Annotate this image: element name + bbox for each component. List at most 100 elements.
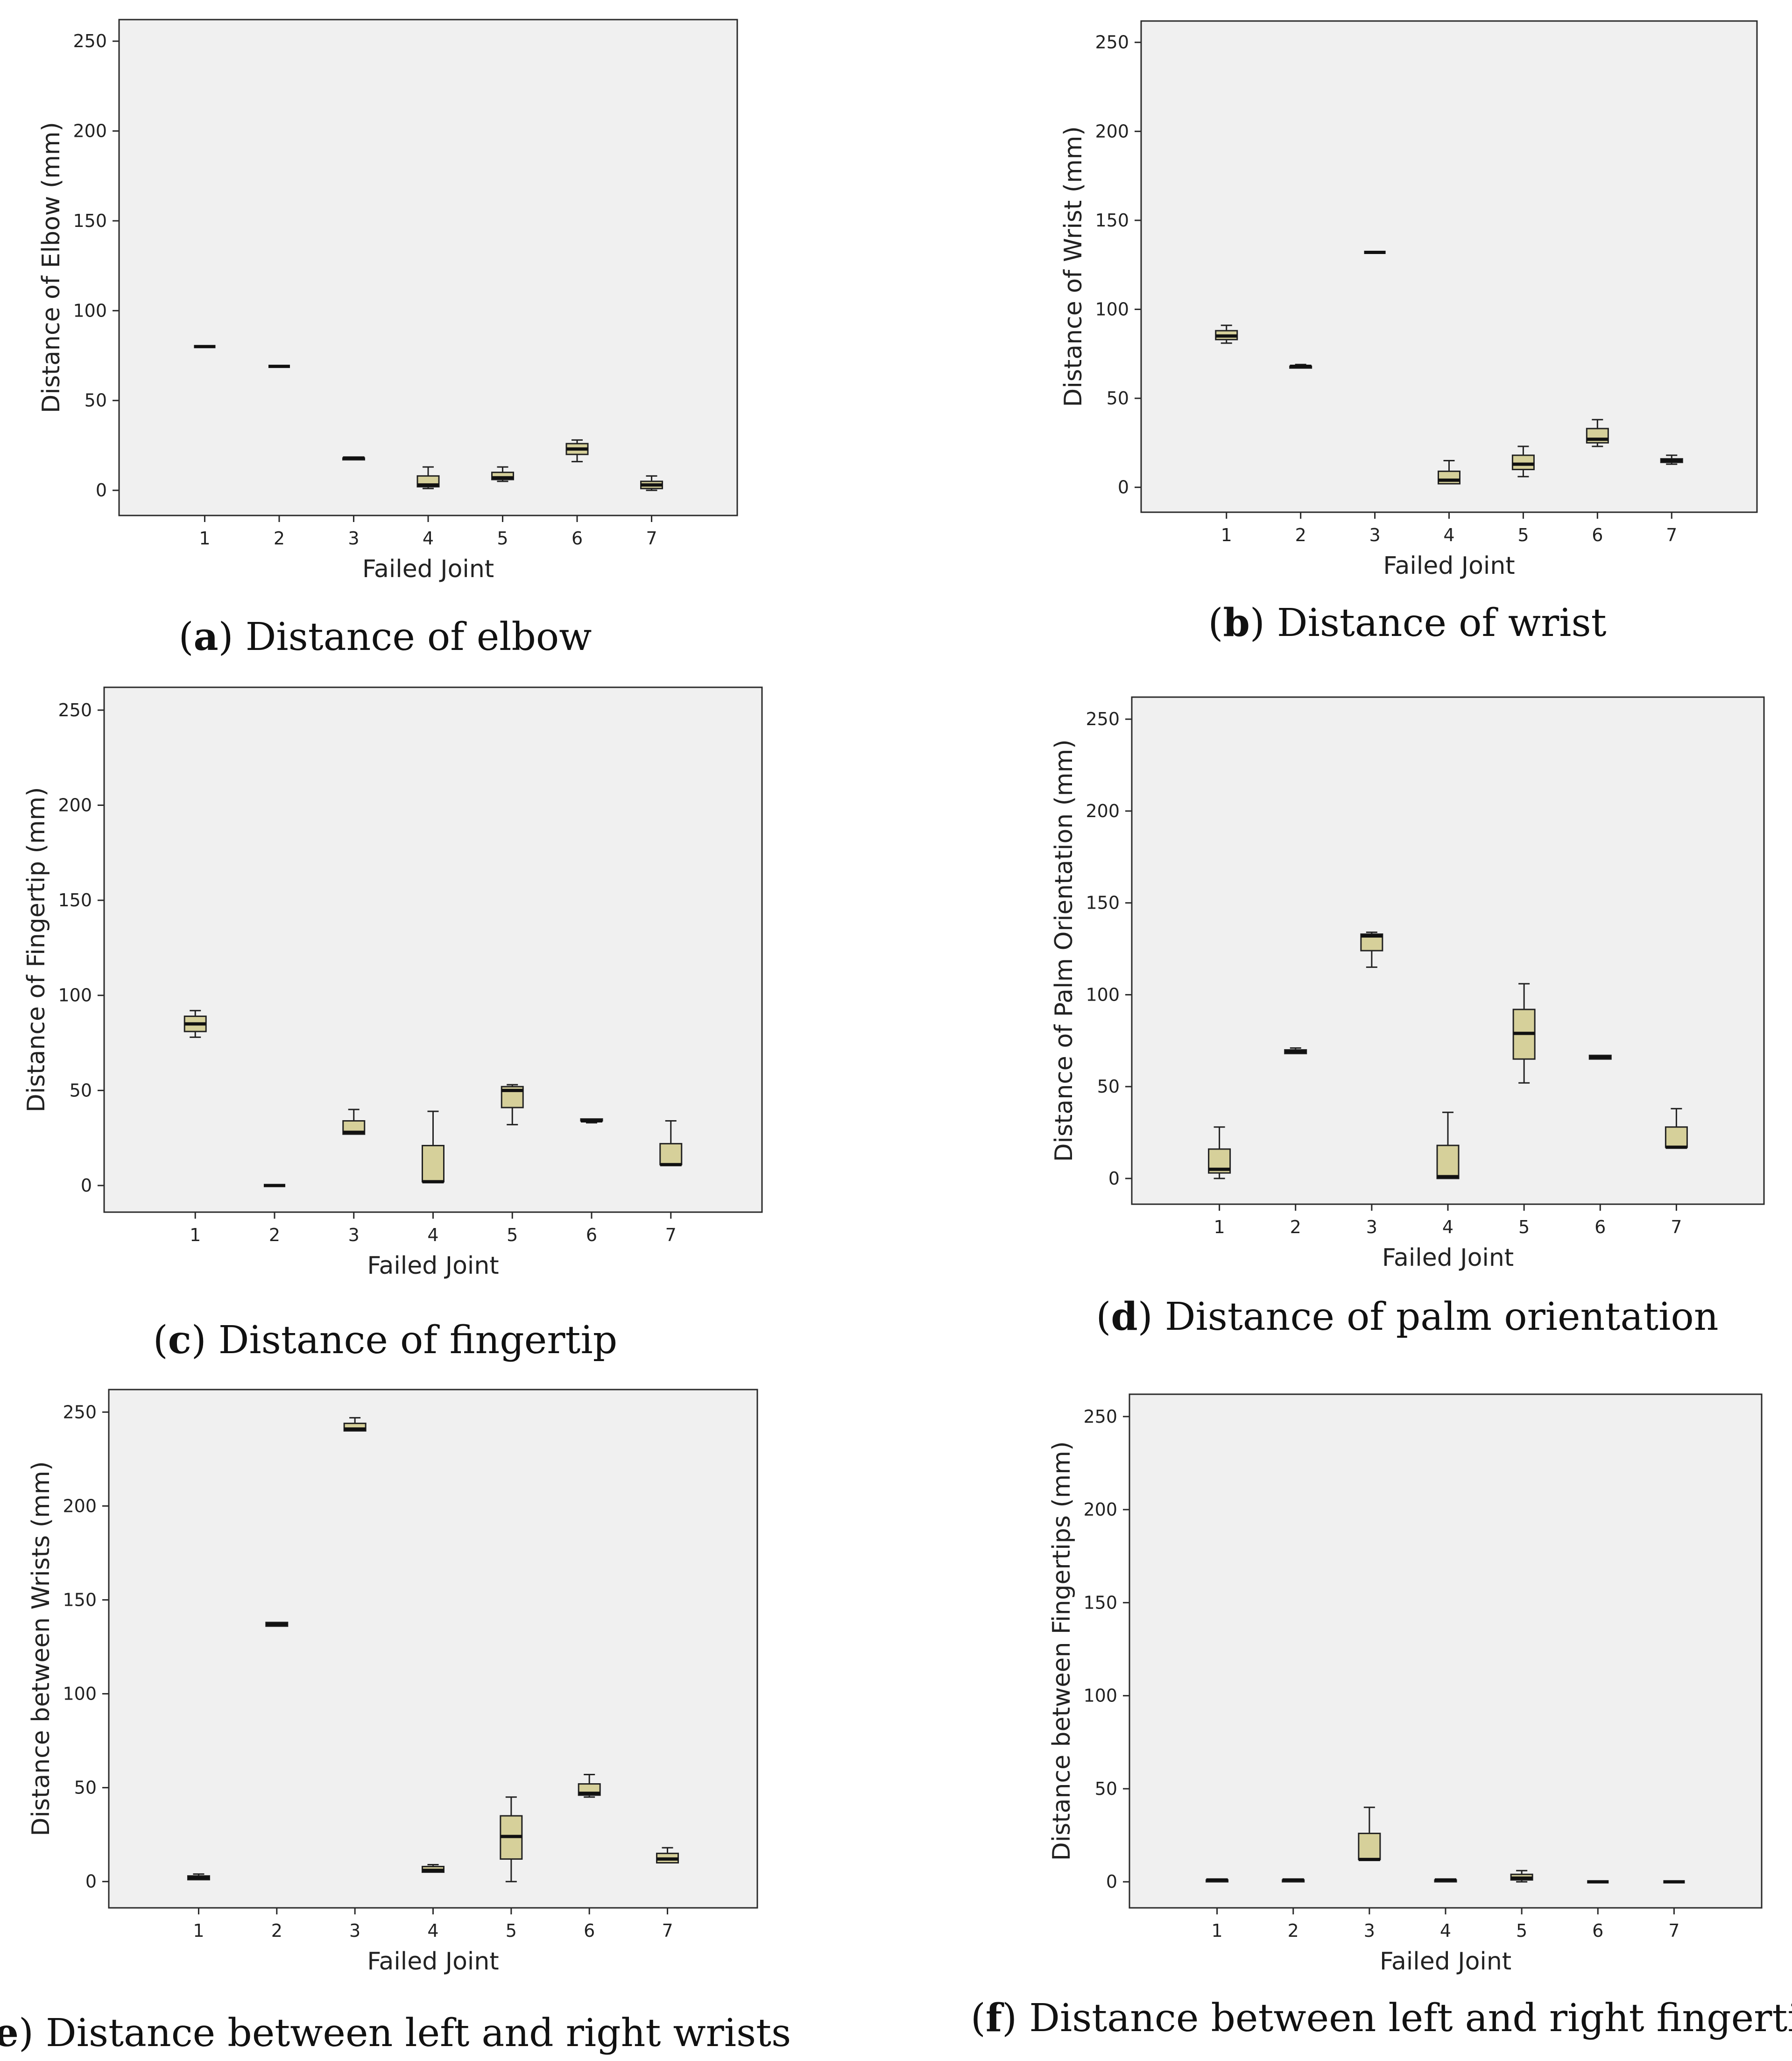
y-tick-label: 0: [1108, 1168, 1120, 1189]
x-tick-label: 6: [571, 528, 583, 549]
y-tick-label: 100: [1083, 1686, 1117, 1706]
x-tick-label: 5: [1517, 525, 1529, 545]
y-tick-label: 250: [1095, 32, 1129, 53]
x-tick-label: 3: [1366, 1217, 1377, 1237]
box-joint-1: [1206, 1878, 1229, 1883]
y-tick-label: 250: [1086, 709, 1120, 729]
y-tick-label: 250: [63, 1402, 97, 1422]
box-joint-5: [1512, 983, 1536, 1084]
caption-text: Distance of elbow: [246, 615, 592, 659]
x-tick-label: 1: [1214, 1217, 1225, 1237]
x-tick-label: 7: [1671, 1217, 1682, 1237]
x-tick-label: 6: [1592, 525, 1603, 545]
x-tick-label: 2: [269, 1225, 280, 1245]
x-tick-label: 4: [1442, 1217, 1453, 1237]
x-axis-title: Failed Joint: [1382, 1244, 1514, 1272]
box-joint-7: [659, 1120, 683, 1166]
plot-area: [108, 1389, 758, 1909]
box-joint-4: [422, 1110, 444, 1184]
y-tick-label: 150: [73, 211, 107, 231]
x-tick-label: 2: [271, 1920, 282, 1941]
panel-f: 0 50 100 150 200 250 1 2 3 4 5 6 7 Failed Joint Distan…: [971, 1393, 1792, 2040]
caption-letter: f: [986, 1996, 1004, 2040]
box-joint-1: [187, 1873, 210, 1881]
iqr-box: [1665, 1126, 1688, 1148]
x-tick-label: 3: [1369, 525, 1380, 545]
x-axis-title: Failed Joint: [362, 555, 494, 583]
y-tick-label: 0: [1118, 477, 1129, 498]
box-joint-6: [565, 439, 589, 463]
x-tick-label: 3: [348, 1225, 360, 1245]
box-joint-4: [1434, 1878, 1457, 1883]
y-axis-title: Distance between Wrists (mm): [27, 1461, 55, 1836]
x-tick-label: 4: [1443, 525, 1454, 545]
box-joint-4: [1436, 1111, 1460, 1179]
caption-letter: d: [1111, 1294, 1137, 1339]
y-tick-label: 50: [85, 390, 107, 411]
x-tick-label: 2: [274, 528, 285, 549]
y-tick-label: 50: [70, 1080, 92, 1101]
caption-paren-close: ): [1002, 1996, 1029, 2040]
caption-paren-close: ): [1250, 601, 1277, 645]
x-tick-label: 4: [423, 528, 434, 549]
caption-letter: c: [168, 1318, 191, 1362]
x-tick-label: 6: [584, 1920, 595, 1941]
box-joint-2: [1284, 1047, 1307, 1054]
x-tick-label: 6: [1594, 1217, 1606, 1237]
caption-text: Distance of fingertip: [219, 1318, 617, 1362]
box-joint-4: [1438, 459, 1460, 485]
iqr-box: [1358, 1833, 1381, 1860]
iqr-box: [1511, 454, 1535, 471]
y-tick-label: 150: [1083, 1592, 1117, 1613]
x-tick-label: 7: [1666, 525, 1677, 545]
y-tick-label: 200: [58, 795, 92, 815]
y-tick-label: 200: [1086, 801, 1120, 821]
panel-caption: (b) Distance of wrist: [1208, 600, 1606, 645]
x-tick-label: 5: [507, 1225, 518, 1245]
panel-a: 0 50 100 150 200 250 1 2 3 4 5 6 7 Failed Joint Distan…: [37, 19, 738, 659]
x-tick-label: 5: [1516, 1920, 1527, 1941]
x-tick-label: 5: [506, 1920, 517, 1941]
y-tick-label: 100: [1095, 299, 1129, 319]
panel-caption: (c) Distance of fingertip: [153, 1318, 617, 1362]
box-joint-3: [342, 456, 365, 461]
caption-paren-close: ): [191, 1318, 219, 1362]
box-joint-7: [1660, 454, 1683, 465]
caption-text: Distance of wrist: [1277, 601, 1607, 645]
y-tick-label: 50: [74, 1778, 97, 1798]
caption-paren-open: (: [1208, 601, 1223, 645]
x-tick-label: 7: [662, 1920, 673, 1941]
x-tick-label: 3: [348, 528, 359, 549]
panel-caption: (f) Distance between left and right fing…: [971, 1996, 1792, 2040]
box-joint-6: [580, 1118, 603, 1124]
y-tick-label: 200: [1095, 121, 1129, 141]
x-tick-label: 7: [646, 528, 657, 549]
y-tick-label: 50: [1107, 388, 1129, 409]
y-tick-label: 100: [73, 300, 107, 321]
box-joint-1: [1215, 325, 1238, 344]
caption-letter: b: [1223, 600, 1249, 645]
x-axis-title: Failed Joint: [367, 1252, 499, 1280]
y-tick-label: 150: [1095, 210, 1129, 231]
x-tick-label: 2: [1288, 1920, 1299, 1941]
box-joint-2: [1282, 1878, 1305, 1883]
box-joint-1: [1208, 1126, 1231, 1179]
panel-b: 0 50 100 150 200 250 1 2 3 4 5 6 7 Failed Joint Distan…: [1059, 20, 1758, 645]
box-joint-5: [1510, 1870, 1533, 1883]
x-tick-label: 3: [1364, 1920, 1375, 1941]
x-tick-label: 4: [1440, 1920, 1451, 1941]
y-tick-label: 0: [96, 480, 107, 501]
plot-area: [118, 19, 738, 516]
y-tick-label: 0: [81, 1175, 92, 1196]
box-joint-3: [1360, 932, 1383, 968]
x-tick-label: 4: [427, 1225, 438, 1245]
caption-paren-close: ): [19, 2011, 46, 2055]
x-tick-label: 5: [1518, 1217, 1530, 1237]
caption-text: Distance between left and right fingerti…: [1029, 1996, 1792, 2040]
y-tick-label: 50: [1097, 1076, 1120, 1097]
x-tick-label: 1: [199, 528, 210, 549]
box-joint-4: [416, 466, 440, 489]
box-joint-3: [1358, 1807, 1381, 1861]
iqr-box: [1438, 470, 1460, 485]
